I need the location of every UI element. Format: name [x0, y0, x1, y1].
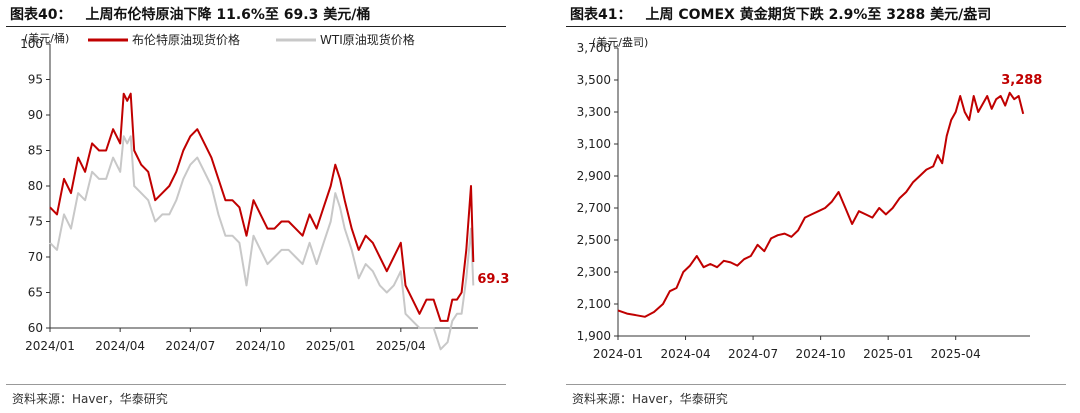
- y-tick-label: 2,900: [577, 169, 611, 183]
- series-line-1: [49, 92, 475, 322]
- y-tick-label: 3,500: [577, 73, 611, 87]
- chart-title-text: 上周 COMEX 黄金期货下跌 2.9%至 3288 美元/盎司: [645, 7, 992, 23]
- x-tick-label: 2024/04: [95, 339, 145, 353]
- y-tick-label: 80: [28, 179, 43, 193]
- x-tick-label: 2025/01: [306, 339, 356, 353]
- legend-label: WTI原油现货价格: [320, 32, 415, 47]
- y-tick-label: 65: [28, 286, 43, 300]
- chart-title-right: 图表41： 上周 COMEX 黄金期货下跌 2.9%至 3288 美元/盎司: [570, 4, 991, 24]
- y-tick-label: 3,300: [577, 105, 611, 119]
- chart-title-left: 图表40： 上周布伦特原油下降 11.6%至 69.3 美元/桶: [10, 4, 370, 24]
- y-tick-label: 90: [28, 108, 43, 122]
- series-line-1: [617, 91, 1025, 318]
- chart-title-text: 上周布伦特原油下降 11.6%至 69.3 美元/桶: [85, 7, 371, 23]
- y-tick-label: 2,300: [577, 265, 611, 279]
- x-tick-label: 2025/04: [376, 339, 426, 353]
- y-tick-label: 75: [28, 215, 43, 229]
- x-tick-label: 2024-07: [728, 347, 778, 361]
- last-value-label: 3,288: [1001, 73, 1042, 88]
- figure-number: 图表41：: [570, 7, 632, 23]
- last-value-label: 69.3: [477, 272, 509, 287]
- gold-price-line-chart: (美元/盎司) 1,900 2,100 2,300 2,500 2,700 2,900 3,1…: [577, 35, 1043, 361]
- x-tick-label: 2024-01: [593, 347, 643, 361]
- oil-price-line-chart: (美元/桶) 60 65 70 75 80 85 90 95 100 2024/01 2024/04 2…: [20, 31, 509, 353]
- y-tick-label: 3,700: [577, 41, 611, 55]
- x-tick-label: 2024-10: [796, 347, 846, 361]
- y-tick-label: 85: [28, 144, 43, 158]
- x-tick-label: 2024/01: [25, 339, 75, 353]
- y-tick-label: 2,700: [577, 201, 611, 215]
- y-tick-label: 2,500: [577, 233, 611, 247]
- x-tick-label: 2025-01: [863, 347, 913, 361]
- x-tick-label: 2024/10: [236, 339, 286, 353]
- y-tick-label: 60: [28, 321, 43, 335]
- x-tick-label: 2024-04: [660, 347, 710, 361]
- source-note: 资料来源：Haver，华泰研究: [12, 392, 168, 406]
- gold-chart-panel: 图表41： 上周 COMEX 黄金期货下跌 2.9%至 3288 美元/盎司 (美…: [560, 0, 1080, 413]
- y-tick-label: 2,100: [577, 297, 611, 311]
- y-tick-label: 100: [20, 37, 43, 51]
- y-tick-label: 1,900: [577, 329, 611, 343]
- brent-wti-chart-panel: 图表40： 上周布伦特原油下降 11.6%至 69.3 美元/桶 (美元/桶) 60…: [0, 0, 520, 413]
- series-line-2: [49, 135, 475, 351]
- x-tick-label: 2025-04: [931, 347, 981, 361]
- title-divider: [6, 26, 506, 27]
- x-tick-label: 2024/07: [165, 339, 215, 353]
- source-divider: [566, 384, 1066, 385]
- title-divider: [566, 26, 1066, 27]
- source-divider: [6, 384, 506, 385]
- source-note: 资料来源：Haver，华泰研究: [572, 392, 728, 406]
- y-unit-label: (美元/盎司): [592, 35, 648, 49]
- y-tick-label: 3,100: [577, 137, 611, 151]
- y-tick-label: 70: [28, 250, 43, 264]
- y-unit-label: (美元/桶): [24, 31, 69, 45]
- y-tick-label: 95: [28, 73, 43, 87]
- figure-number: 图表40：: [10, 7, 72, 23]
- legend-label: 布伦特原油现货价格: [132, 32, 240, 47]
